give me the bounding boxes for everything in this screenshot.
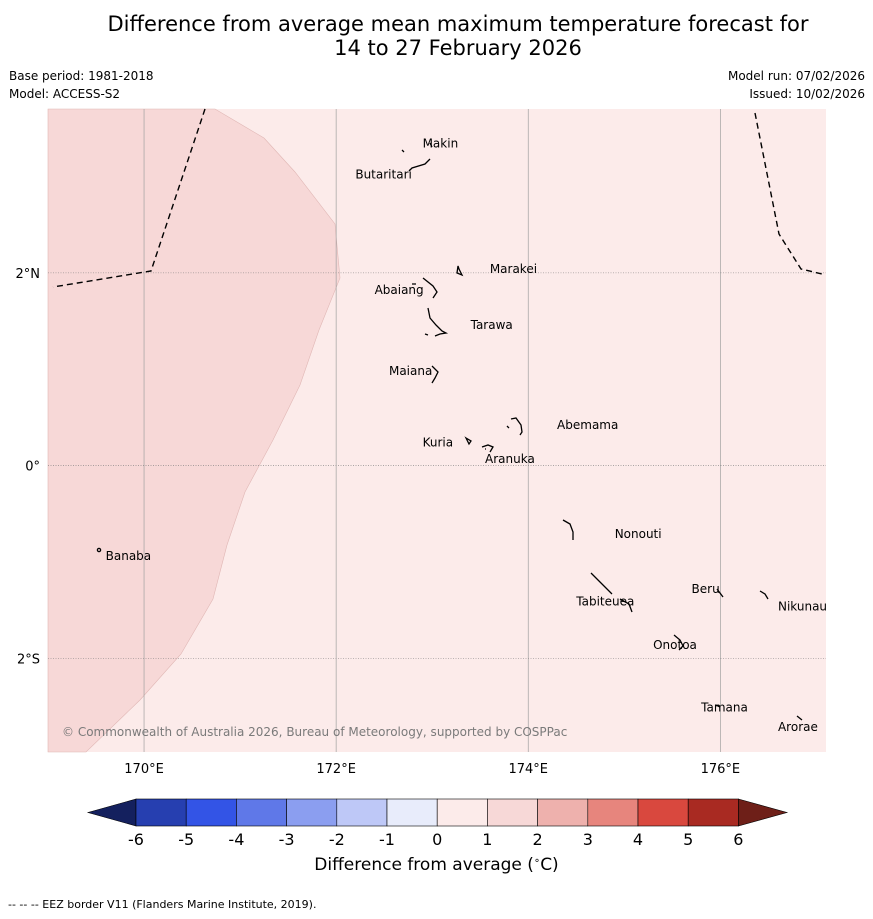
lon-tick-label: 172°E (316, 762, 356, 777)
lat-tick-label: 0° (25, 460, 40, 475)
lon-tick-label: 174°E (508, 762, 548, 777)
place-label: Tamana (700, 701, 748, 715)
colorbar-bin (436, 798, 488, 827)
place-label: Butaritari (355, 167, 412, 181)
meta-right: Model run: 07/02/2026 Issued: 10/02/2026 (728, 67, 865, 103)
island-arorae (796, 715, 803, 721)
graticule (48, 109, 826, 752)
colorbar-tick-label: 4 (633, 830, 643, 849)
place-label: Abemama (557, 418, 618, 432)
colorbar-tick-label: 2 (533, 830, 543, 849)
copyright-notice: © Commonwealth of Australia 2026, Bureau… (62, 725, 567, 739)
lon-tick-label: 170°E (124, 762, 164, 777)
colorbar-tick-label: -2 (329, 830, 345, 849)
place-label: Aranuka (485, 452, 535, 466)
colorbar-tick-label: 6 (733, 830, 743, 849)
colorbar-tick-label: 5 (683, 830, 693, 849)
place-labels: Makin Butaritari Marakei Abaiang Tarawa Maian… (106, 137, 827, 734)
place-label: Onotoa (653, 638, 697, 652)
colorbar-tick-label: 0 (432, 830, 442, 849)
colorbar-label-text: Difference from average ( (314, 855, 534, 875)
island-onotoa (673, 634, 684, 651)
island-banaba (96, 547, 102, 553)
meta-left: Base period: 1981-2018 Model: ACCESS-S2 (9, 67, 154, 103)
place-label: Tabiteuea (575, 594, 634, 608)
colorbar: -6 -5 -4 -3 -2 -1 0 1 2 3 4 5 6 (86, 798, 789, 849)
issued-date: Issued: 10/02/2026 (749, 87, 865, 101)
place-label: Arorae (778, 720, 818, 734)
colorbar-bin (637, 798, 689, 827)
island-outlines (96, 142, 803, 721)
colorbar-over-arrow (738, 798, 789, 827)
colorbar-tick-label: -6 (128, 830, 144, 849)
island-maiana (431, 365, 439, 384)
island-abaiang (412, 277, 438, 299)
lat-tick-label: 2°S (17, 652, 40, 667)
lon-tick-label: 176°E (701, 762, 741, 777)
colorbar-bin (487, 798, 538, 827)
eez-border-east (754, 112, 823, 275)
lat-tick-label: 2°N (16, 267, 41, 282)
colorbar-bin (336, 798, 388, 827)
eez-footer-note: -- -- -- EEZ border V11 (Flanders Marine… (8, 898, 317, 911)
colorbar-under-arrow (86, 798, 137, 827)
colorbar-tick-label: 3 (583, 830, 593, 849)
colorbar-bin (687, 798, 739, 827)
base-period: Base period: 1981-2018 (9, 69, 154, 83)
place-label: Marakei (490, 262, 537, 276)
island-tarawa (424, 307, 449, 337)
model-run: Model run: 07/02/2026 (727, 69, 865, 83)
title-line-1: Difference from average mean maximum tem… (107, 12, 809, 36)
warm-anomaly-region (47, 108, 341, 753)
colorbar-tick-label: -4 (228, 830, 244, 849)
place-label: Makin (423, 137, 459, 151)
colorbar-bin (135, 798, 187, 827)
colorbar-tick-label: -1 (379, 830, 395, 849)
island-aranuka (481, 444, 494, 453)
place-label: Beru (692, 582, 720, 596)
island-marakei (456, 265, 464, 277)
place-label: Tarawa (470, 318, 513, 332)
island-kuria (464, 436, 472, 446)
map-title: Difference from average mean maximum tem… (0, 12, 873, 60)
island-makin (401, 142, 433, 153)
colorbar-tick-label: 1 (482, 830, 492, 849)
degree-symbol: ∘ (533, 855, 541, 867)
island-nikunau (759, 590, 769, 600)
colorbar-tick-label: -5 (178, 830, 194, 849)
colorbar-bin (286, 798, 338, 827)
island-nonouti (562, 519, 574, 540)
axis-tick-labels: 170°E 172°E 174°E 176°E 2°N 0° 2°S (16, 267, 741, 777)
colorbar-bin (537, 798, 589, 827)
title-line-2: 14 to 27 February 2026 (334, 36, 582, 60)
colorbar-bin (587, 798, 639, 827)
island-beru (716, 588, 724, 598)
colorbar-label-unit: C) (540, 855, 559, 875)
island-tamana (715, 704, 721, 708)
place-label: Nikunau (778, 599, 827, 613)
colorbar-bin (185, 798, 237, 827)
place-label: Nonouti (615, 527, 662, 541)
colorbar-label: Difference from average (∘C) (0, 855, 873, 875)
model-name: Model: ACCESS-S2 (9, 87, 121, 101)
colorbar-bin (386, 798, 438, 827)
island-butaritari (408, 158, 431, 172)
island-abemama (506, 417, 523, 436)
colorbar-bin (236, 798, 287, 827)
colorbar-tick-label: -3 (279, 830, 295, 849)
place-label: Banaba (106, 549, 152, 563)
eez-border-west (52, 108, 206, 288)
place-label: Kuria (423, 435, 454, 449)
island-tabiteuea (590, 572, 633, 613)
place-label: Maiana (389, 364, 432, 378)
place-label: Abaiang (375, 283, 424, 297)
